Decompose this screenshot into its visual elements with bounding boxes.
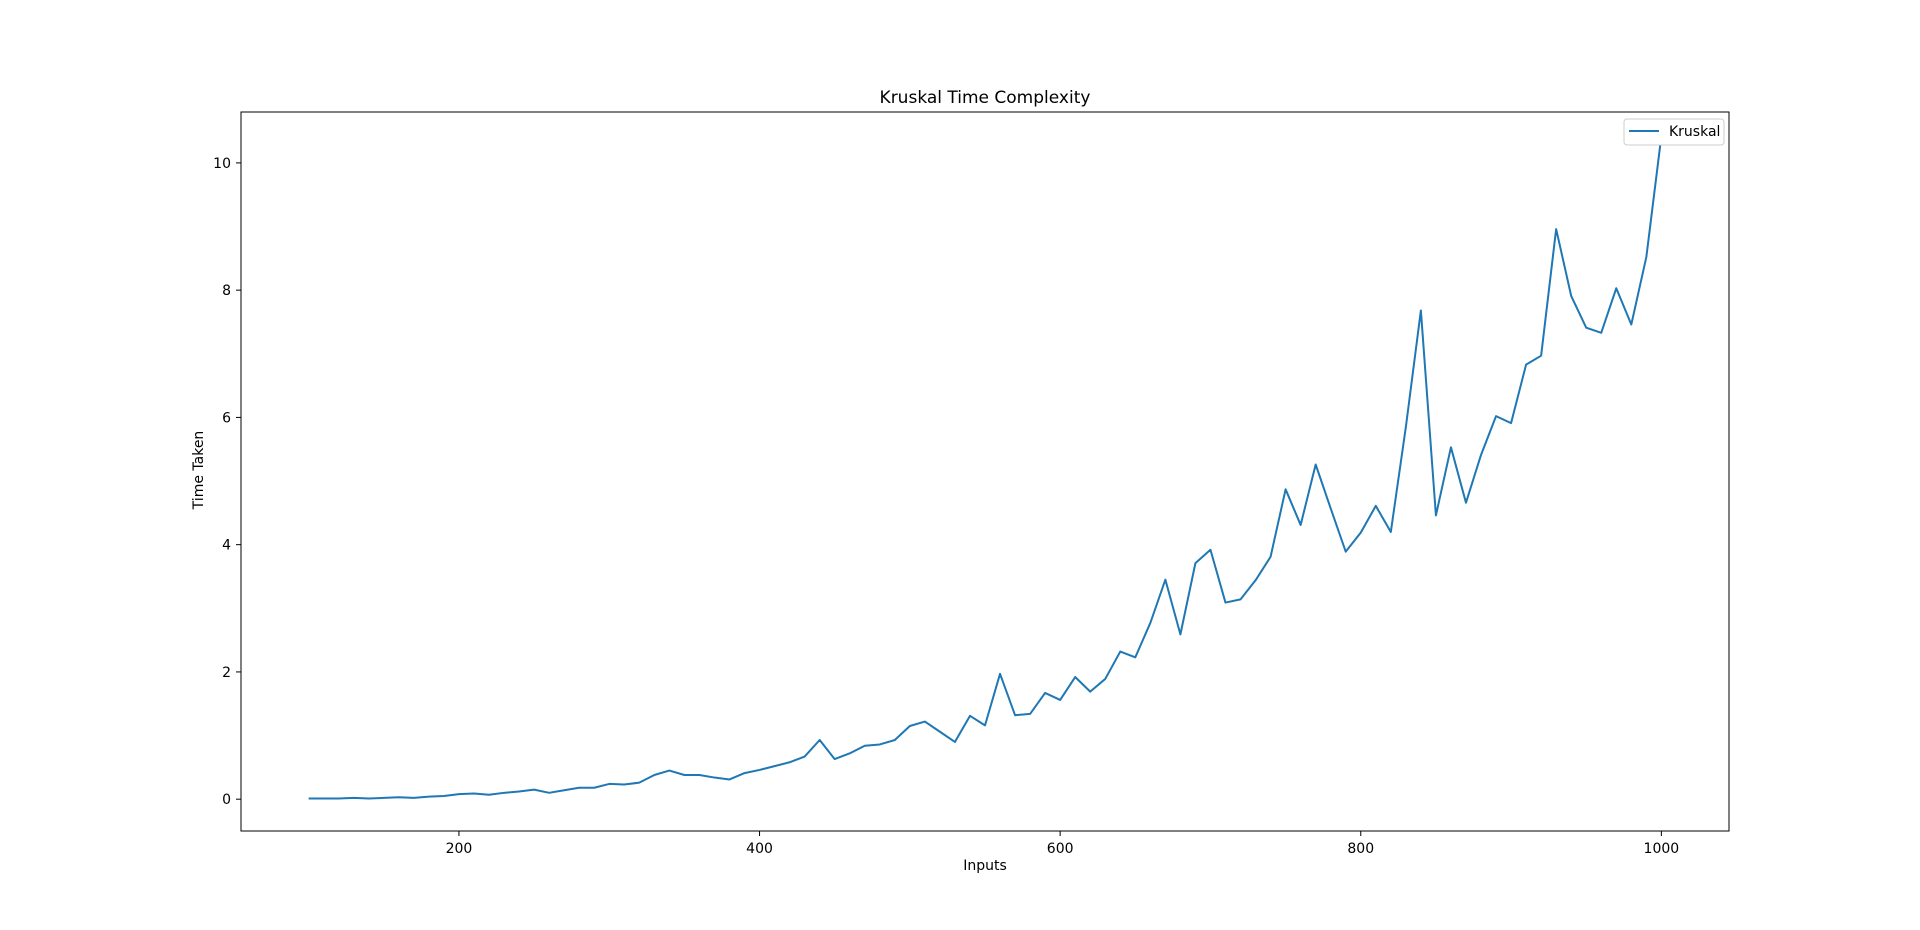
x-tick-label: 800 <box>1347 841 1374 857</box>
series-line-kruskal <box>308 136 1663 800</box>
x-axis-ticks: 200 400 600 800 1000 <box>446 831 1680 857</box>
legend-box <box>1623 118 1725 146</box>
x-tick-label: 1000 <box>1644 841 1680 857</box>
plot-area <box>308 136 1663 800</box>
y-tick-label: 0 <box>222 792 231 808</box>
y-tick-label: 2 <box>222 665 231 681</box>
y-tick-label: 6 <box>222 410 231 426</box>
y-tick-label: 10 <box>213 156 231 172</box>
chart-title: Kruskal Time Complexity <box>880 88 1091 108</box>
legend-label-kruskal: Kruskal <box>1669 124 1720 140</box>
y-tick-label: 4 <box>222 538 231 554</box>
x-tick-label: 400 <box>746 841 773 857</box>
x-tick-label: 600 <box>1047 841 1074 857</box>
y-axis-label: Time Taken <box>191 431 207 511</box>
x-tick-label: 200 <box>446 841 473 857</box>
y-axis-ticks: 0 2 4 6 8 10 <box>213 156 241 808</box>
legend: Kruskal <box>1623 118 1725 146</box>
x-axis-label: Inputs <box>963 858 1007 874</box>
y-tick-label: 8 <box>222 283 231 299</box>
axes-frame <box>240 111 1730 832</box>
